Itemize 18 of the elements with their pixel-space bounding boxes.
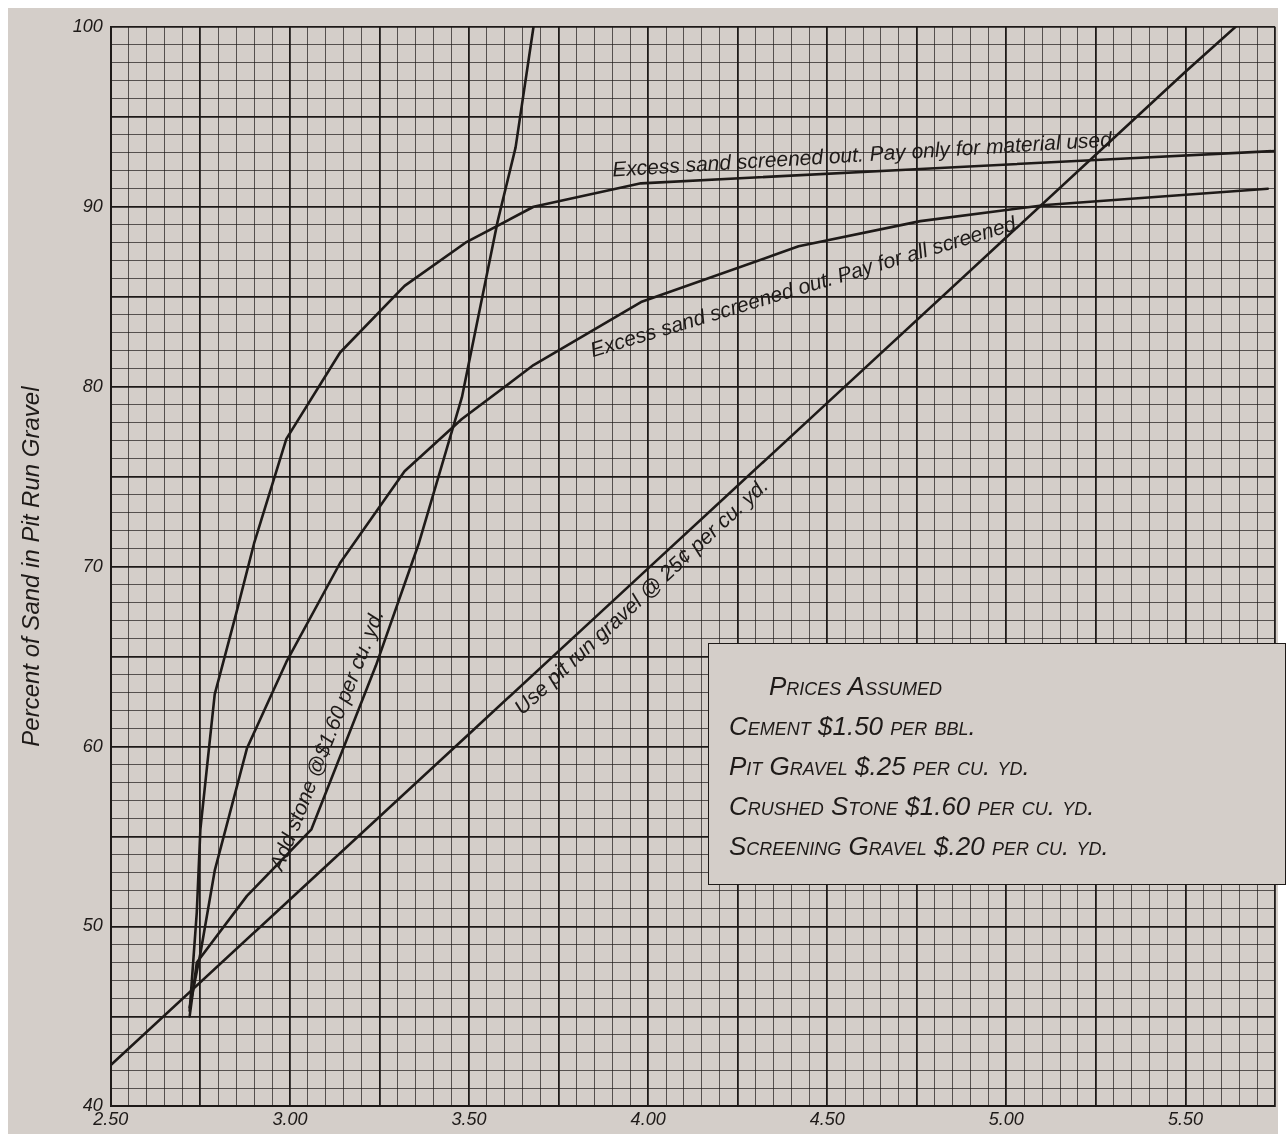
y-axis-title: Percent of Sand in Pit Run Gravel — [17, 385, 45, 747]
y-tick-label: 60 — [82, 735, 103, 756]
annotation: Cement $1.50 per bbl. — [729, 710, 977, 743]
annotation: Screening Gravel $.20 per cu. yd. — [729, 830, 1110, 863]
y-tick-label: 50 — [82, 915, 103, 936]
x-tick-label: 4.00 — [630, 1109, 666, 1130]
x-tick-label: 4.50 — [809, 1109, 845, 1130]
annotation: Prices Assumed — [768, 670, 943, 703]
annotation: Pit Gravel $.25 per cu. yd. — [729, 750, 1031, 783]
x-tick-label: 5.50 — [1167, 1109, 1203, 1130]
y-tick-label: 100 — [72, 15, 103, 36]
y-tick-label: 80 — [82, 375, 103, 396]
y-tick-label: 90 — [82, 195, 103, 216]
x-tick-label: 3.50 — [451, 1109, 487, 1130]
y-tick-label: 70 — [82, 555, 103, 576]
x-tick-label: 3.00 — [272, 1109, 308, 1130]
annotation: Crushed Stone $1.60 per cu. yd. — [729, 790, 1096, 823]
x-tick-label: 5.00 — [988, 1109, 1024, 1130]
